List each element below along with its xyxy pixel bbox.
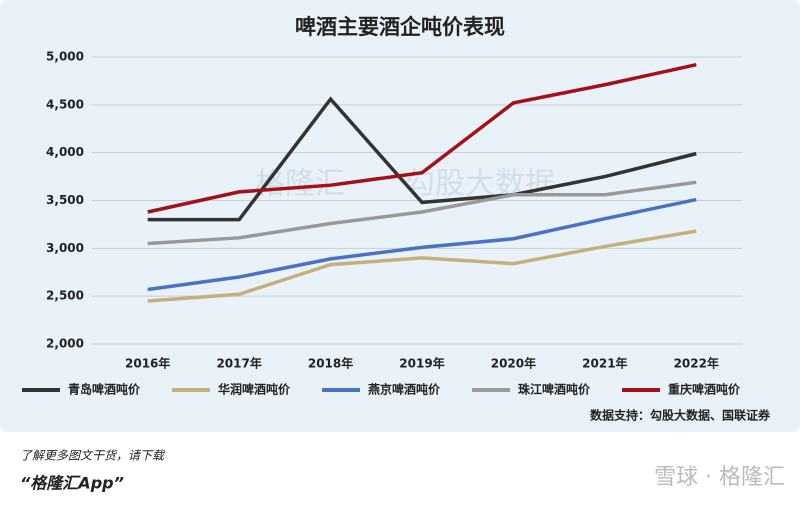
- x-tick-label: 2018年: [308, 356, 353, 371]
- legend-label: 重庆啤酒吨价: [668, 382, 741, 397]
- line-series: [147, 96, 697, 222]
- footer-app: “格隆汇App”: [20, 474, 124, 493]
- x-tick-label: 2022年: [674, 356, 719, 371]
- chart-title: 啤酒主要酒企吨价表现: [295, 15, 505, 39]
- line-series: [147, 197, 697, 292]
- x-tick-label: 2019年: [399, 356, 444, 371]
- y-tick-label: 4,500: [46, 97, 84, 111]
- line-series: [147, 229, 697, 303]
- x-tick-label: 2021年: [582, 356, 627, 371]
- brand-watermark: 雪球 · 格隆汇: [654, 465, 785, 490]
- legend-label: 燕京啤酒吨价: [368, 382, 441, 397]
- y-tick-label: 3,000: [46, 241, 84, 255]
- legend-label: 珠江啤酒吨价: [518, 382, 591, 397]
- line-series: [147, 180, 697, 246]
- line-series: [147, 62, 697, 214]
- source-note: 数据支持：勾股大数据、国联证券: [590, 408, 771, 423]
- x-tick-label: 2017年: [216, 356, 261, 371]
- x-tick-label: 2020年: [491, 356, 536, 371]
- legend-label: 青岛啤酒吨价: [68, 382, 141, 397]
- legend-label: 华润啤酒吨价: [218, 382, 291, 397]
- y-tick-label: 2,000: [46, 337, 84, 351]
- y-tick-label: 5,000: [46, 50, 84, 64]
- y-tick-label: 3,500: [46, 193, 84, 207]
- x-tick-label: 2016年: [125, 356, 170, 371]
- y-tick-label: 2,500: [46, 289, 84, 303]
- footer-text: 了解更多图文干货，请下载: [20, 449, 166, 463]
- y-tick-label: 4,000: [46, 145, 84, 159]
